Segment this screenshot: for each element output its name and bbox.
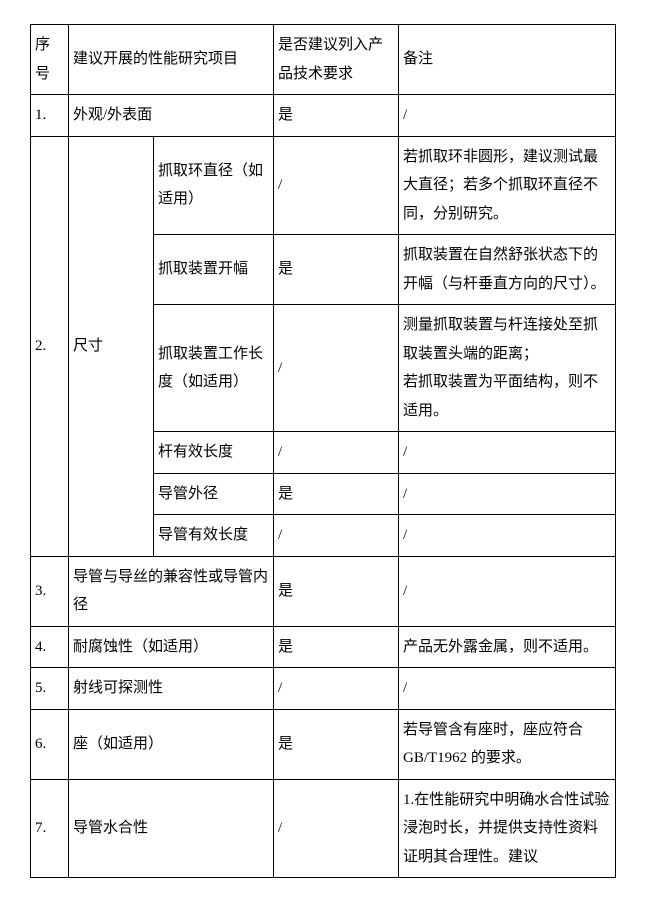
cell-item: 导管与导丝的兼容性或导管内径 xyxy=(69,556,274,626)
table-row: 1. 外观/外表面 是 / xyxy=(31,95,616,137)
cell-seq: 2. xyxy=(31,136,69,556)
table-row: 5. 射线可探测性 / / xyxy=(31,668,616,710)
cell-group: 尺寸 xyxy=(69,136,154,556)
cell-note: / xyxy=(399,556,616,626)
cell-listed: 是 xyxy=(274,473,399,515)
cell-note: / xyxy=(399,432,616,474)
cell-seq: 1. xyxy=(31,95,69,137)
cell-note: 产品无外露金属，则不适用。 xyxy=(399,626,616,668)
cell-note: / xyxy=(399,95,616,137)
cell-item: 导管水合性 xyxy=(69,779,274,878)
cell-listed: 是 xyxy=(274,709,399,779)
cell-subitem: 抓取环直径（如适用） xyxy=(154,136,274,235)
cell-listed: 是 xyxy=(274,626,399,668)
cell-seq: 7. xyxy=(31,779,69,878)
cell-listed: / xyxy=(274,432,399,474)
cell-item: 外观/外表面 xyxy=(69,95,274,137)
cell-note: 1.在性能研究中明确水合性试验浸泡时长，并提供支持性资料证明其合理性。建议 xyxy=(399,779,616,878)
cell-note: 测量抓取装置与杆连接处至抓取装置头端的距离； 若抓取装置为平面结构，则不适用。 xyxy=(399,305,616,432)
table-row: 7. 导管水合性 / 1.在性能研究中明确水合性试验浸泡时长，并提供支持性资料证… xyxy=(31,779,616,878)
cell-seq: 4. xyxy=(31,626,69,668)
table-row: 2. 尺寸 抓取环直径（如适用） / 若抓取环非圆形，建议测试最大直径；若多个抓… xyxy=(31,136,616,235)
cell-seq: 5. xyxy=(31,668,69,710)
cell-listed: / xyxy=(274,515,399,557)
cell-listed: 是 xyxy=(274,235,399,305)
cell-subitem: 导管外径 xyxy=(154,473,274,515)
table-row: 4. 耐腐蚀性（如适用） 是 产品无外露金属，则不适用。 xyxy=(31,626,616,668)
cell-subitem: 抓取装置工作长度（如适用） xyxy=(154,305,274,432)
cell-listed: 是 xyxy=(274,95,399,137)
cell-note: / xyxy=(399,668,616,710)
table-row: 6. 座（如适用） 是 若导管含有座时，座应符合GB/T1962 的要求。 xyxy=(31,709,616,779)
cell-listed: / xyxy=(274,305,399,432)
cell-listed: / xyxy=(274,668,399,710)
cell-item: 耐腐蚀性（如适用） xyxy=(69,626,274,668)
cell-subitem: 导管有效长度 xyxy=(154,515,274,557)
cell-subitem: 杆有效长度 xyxy=(154,432,274,474)
header-seq: 序号 xyxy=(31,25,69,95)
cell-listed: / xyxy=(274,779,399,878)
header-listed: 是否建议列入产品技术要求 xyxy=(274,25,399,95)
cell-listed: / xyxy=(274,136,399,235)
cell-seq: 3. xyxy=(31,556,69,626)
table-row: 3. 导管与导丝的兼容性或导管内径 是 / xyxy=(31,556,616,626)
header-item: 建议开展的性能研究项目 xyxy=(69,25,274,95)
cell-note: 若抓取环非圆形，建议测试最大直径；若多个抓取环直径不同，分别研究。 xyxy=(399,136,616,235)
header-note: 备注 xyxy=(399,25,616,95)
cell-item: 射线可探测性 xyxy=(69,668,274,710)
cell-seq: 6. xyxy=(31,709,69,779)
table-header-row: 序号 建议开展的性能研究项目 是否建议列入产品技术要求 备注 xyxy=(31,25,616,95)
cell-note: 抓取装置在自然舒张状态下的开幅（与杆垂直方向的尺寸）。 xyxy=(399,235,616,305)
cell-note: / xyxy=(399,515,616,557)
requirements-table: 序号 建议开展的性能研究项目 是否建议列入产品技术要求 备注 1. 外观/外表面… xyxy=(30,24,616,878)
cell-note: / xyxy=(399,473,616,515)
cell-note: 若导管含有座时，座应符合GB/T1962 的要求。 xyxy=(399,709,616,779)
cell-subitem: 抓取装置开幅 xyxy=(154,235,274,305)
cell-listed: 是 xyxy=(274,556,399,626)
cell-item: 座（如适用） xyxy=(69,709,274,779)
